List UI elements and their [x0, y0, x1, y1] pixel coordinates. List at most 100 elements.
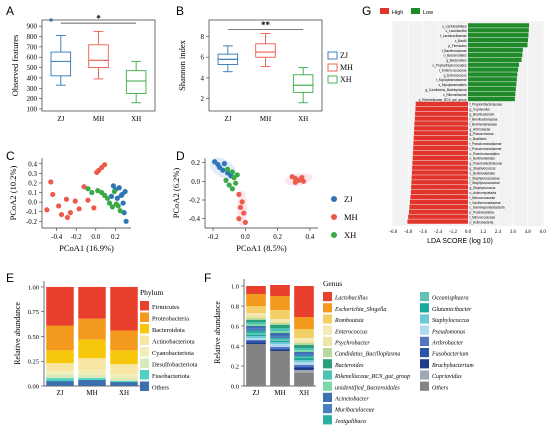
x-tick-label: XH: [298, 115, 308, 123]
bar-high: [408, 214, 468, 219]
taxon-label: p_Firmicutes: [448, 44, 467, 48]
taxon-label: g_Staphylococcus: [470, 186, 496, 190]
legend-label: Glutamicibacter: [432, 307, 472, 313]
point-zj: [119, 191, 125, 198]
bar-segment: [270, 339, 290, 341]
bar-segment: [270, 351, 290, 386]
outlier-point: [49, 18, 53, 22]
bar-high: [413, 131, 468, 136]
legend-label: Others: [152, 385, 170, 392]
bar-segment: [294, 341, 314, 343]
bar-segment: [270, 323, 290, 325]
y-tick-label: 0.4: [231, 344, 240, 351]
point-xh: [233, 180, 239, 186]
y-axis-label: PCoA2 (10.2%): [8, 165, 18, 220]
panel-label-d: D: [176, 149, 185, 163]
bar-segment: [246, 326, 266, 328]
x-tick-label: -6.0: [389, 230, 397, 235]
bar-segment: [294, 350, 314, 352]
x-tick-label: MH: [93, 115, 104, 123]
legend-label: Cupriavidus: [432, 374, 462, 380]
bar-high: [411, 185, 468, 190]
y-tick-label: 0.0: [28, 199, 37, 207]
bar-high: [410, 189, 468, 195]
taxon-label: o_Burkholderiales: [470, 171, 496, 175]
legend-swatch: [420, 336, 429, 346]
x-axis-label: PCoA1 (8.5%): [236, 243, 287, 253]
panel-g-lefse: -6.0 -4.8 -3.6 -2.4 -1.2 0.0 1.2 2.4 3.6 4.8 6.0 LD…: [380, 8, 546, 245]
legend-label: Staphylococcus: [432, 318, 470, 324]
legend-swatch: [420, 292, 429, 302]
legend-swatch-mh: [327, 63, 338, 72]
point-mh: [241, 210, 247, 216]
bar-segment: [270, 296, 290, 310]
bar-low: [468, 28, 529, 33]
taxon-label: f_Staphylococcaceae: [469, 176, 500, 180]
point-mh: [81, 184, 87, 190]
bar-segment: [294, 338, 314, 341]
point-mh: [101, 162, 108, 168]
panel-c-pcoa: -0.4 -0.2 0.0 0.2-0.2-0.10.00.10.20.30.4PCo…: [8, 158, 131, 253]
y-tick-label: -0.4: [189, 215, 201, 223]
bar-segment: [270, 328, 290, 331]
bar-low: [468, 57, 522, 62]
x-tick-label: -4.8: [404, 230, 412, 235]
bar-low: [468, 42, 528, 48]
legend-swatch-xh: [327, 75, 338, 84]
bar-high: [415, 106, 468, 111]
taxon-label: o_Actinomycetales: [470, 191, 497, 195]
bar-low: [468, 77, 517, 82]
x-tick-label: 3.6: [510, 230, 517, 235]
y-tick-label: 900: [27, 23, 38, 31]
bar-high: [410, 194, 468, 200]
point-zj: [221, 161, 227, 167]
bar-high: [409, 199, 468, 205]
y-tick-label: 0.2: [28, 179, 37, 187]
bar-segment: [246, 320, 266, 322]
x-tick-label: 0.0: [465, 230, 472, 235]
bar-segment: [110, 378, 138, 382]
taxon-label: g_Bacteroides: [446, 59, 467, 63]
bar-segment: [46, 371, 74, 375]
legend-label: Lactobacillus: [334, 296, 368, 302]
legend-swatch: [420, 359, 429, 369]
x-tick-label: -2.4: [434, 230, 442, 235]
bar-high: [414, 121, 468, 126]
bar-segment: [78, 380, 106, 386]
legend-title: Phylum: [140, 288, 164, 297]
bar-segment: [246, 324, 266, 326]
panel-f-genus-bars: 0.0 0.2 0.4 0.6 0.8 1.0 Relative abundance ZJ MH…: [213, 279, 474, 425]
taxon-label: o_Bacteroidales: [444, 54, 467, 58]
bar-segment: [294, 286, 314, 317]
bar-segment: [246, 336, 266, 338]
x-tick-label: ZJ: [253, 389, 260, 397]
bar-segment: [270, 319, 290, 321]
legend-swatch: [323, 381, 332, 391]
point-mh: [58, 211, 65, 218]
taxon-label: g_Cupriavidus: [470, 108, 491, 112]
taxon-label: o_Bacillales: [470, 137, 487, 141]
y-tick-label: 0.00: [28, 384, 39, 391]
panel-d-pcoa: -0.2 0.0 0.2 0.4 -0.4 -0.2 0.0 0.2 PCoA1 (8.5%) P…: [171, 157, 358, 253]
y-tick-label: 0.25: [28, 359, 39, 366]
bar-low: [468, 72, 518, 77]
panel-label-e: E: [6, 271, 14, 285]
taxon-label: f_Bacteroidaceae: [442, 49, 467, 53]
legend-title: Genus: [323, 279, 342, 288]
panel-label-b: B: [176, 4, 184, 18]
legend-swatch: [420, 370, 429, 380]
y-tick-label: 1.00: [28, 284, 39, 291]
point-xh: [225, 166, 231, 172]
bar-segment: [110, 330, 138, 351]
taxon-label: f_Enterococcaceae: [439, 68, 467, 72]
bar-high: [411, 175, 468, 180]
bar-segment: [294, 362, 314, 365]
legend-marker-mh: [331, 214, 337, 220]
bar-low: [468, 52, 523, 58]
taxon-label: f_Propionibacteriaceae: [469, 103, 502, 107]
legend-swatch: [420, 348, 429, 358]
bar-low: [468, 62, 520, 67]
bar-segment: [246, 328, 266, 331]
legend-swatch: [140, 370, 149, 380]
